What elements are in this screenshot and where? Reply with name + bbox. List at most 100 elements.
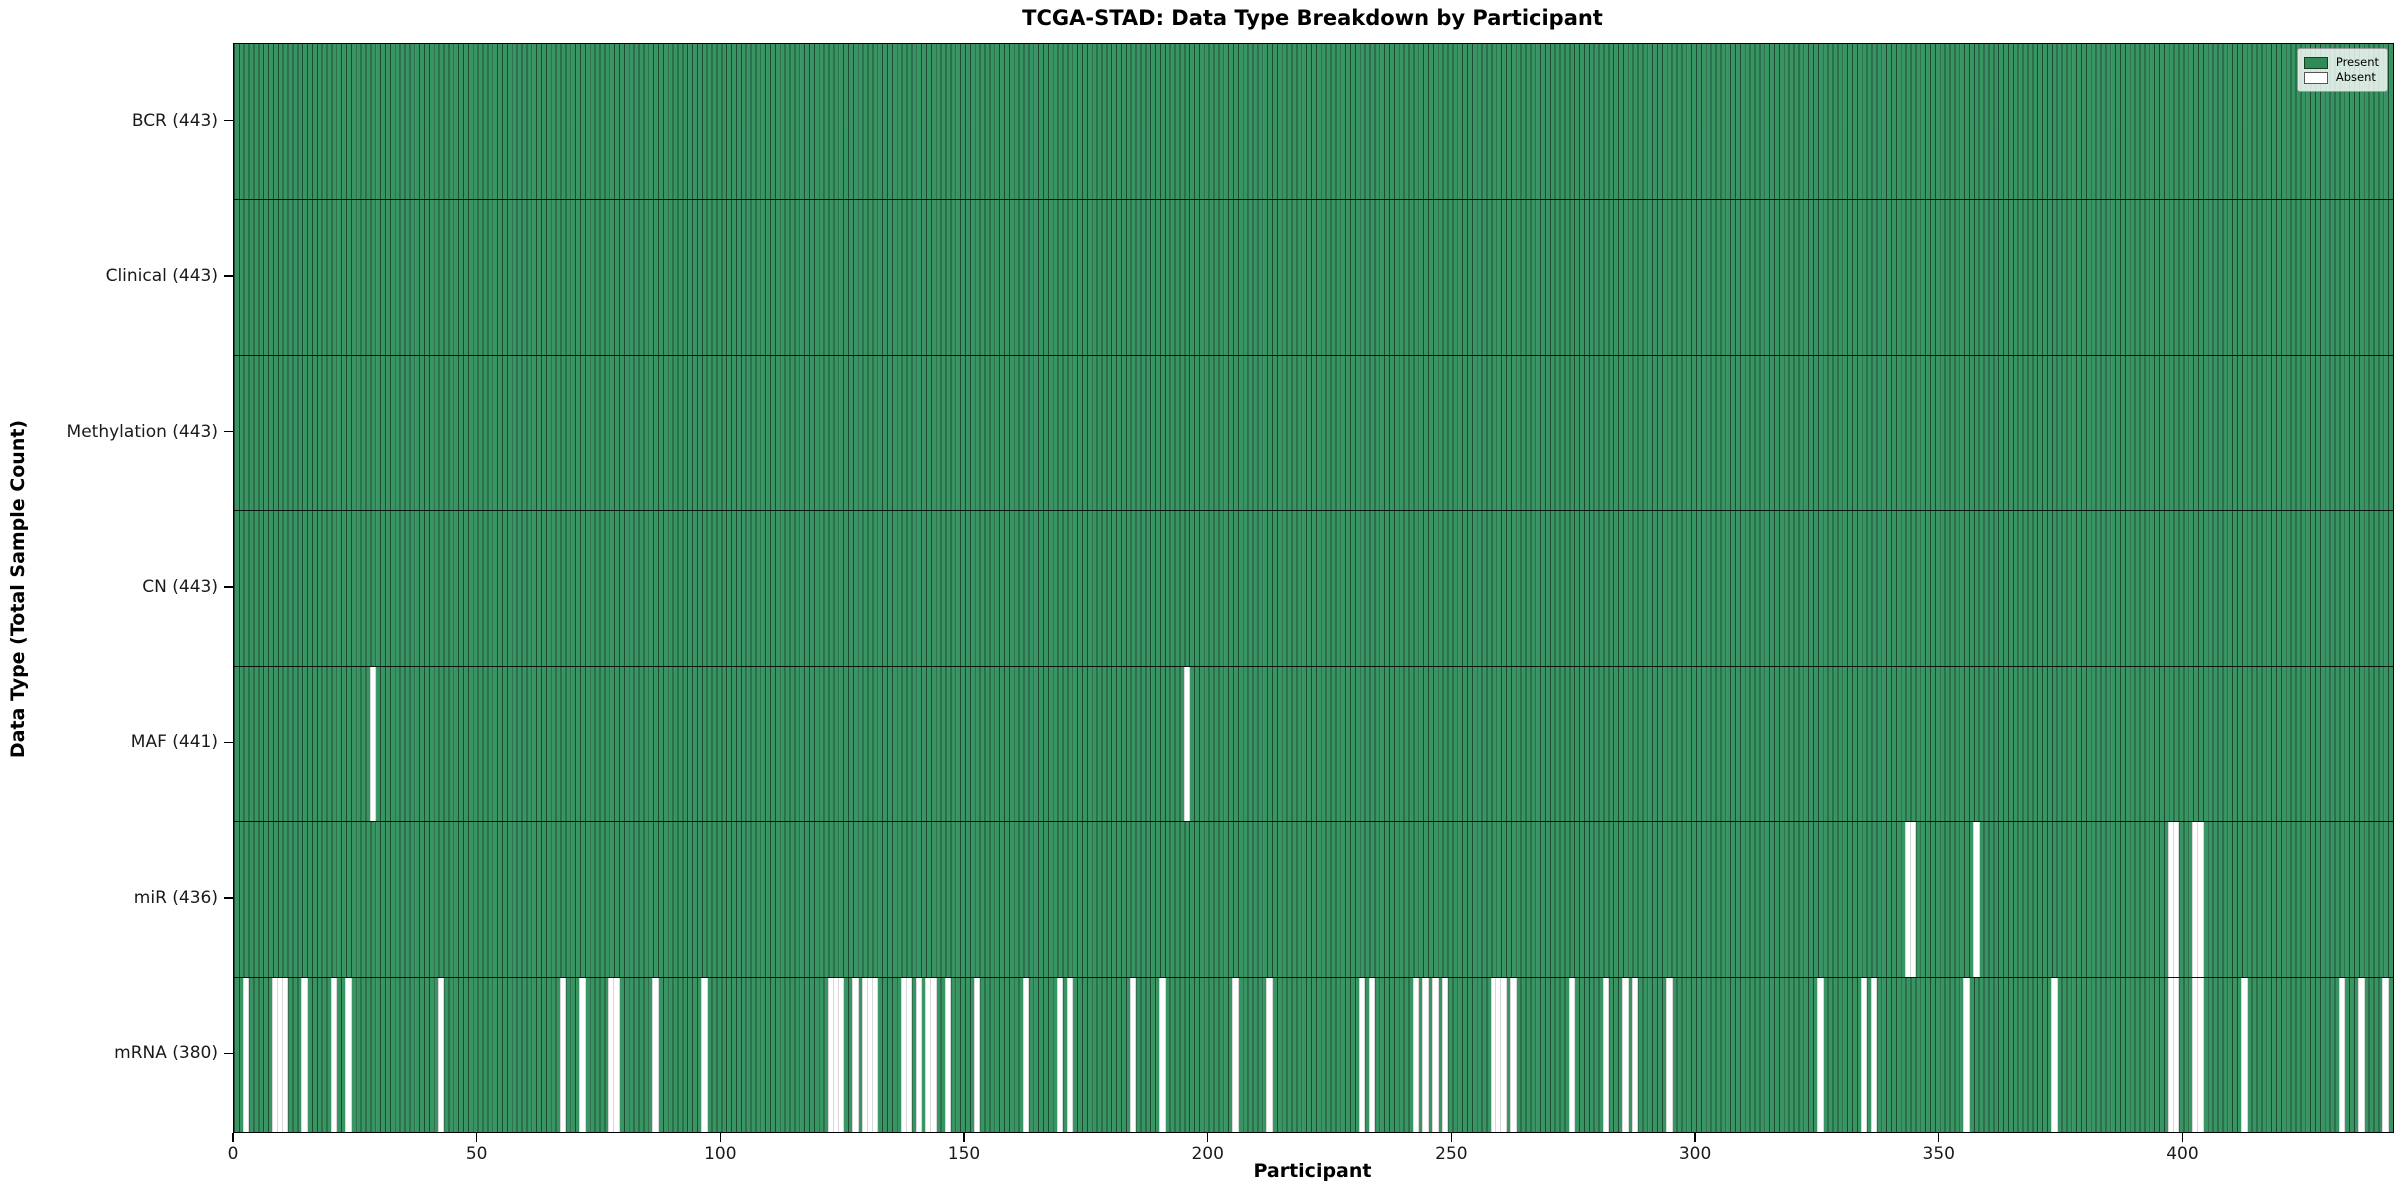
row-mir — [234, 821, 2393, 977]
x-tick-label-200: 200 — [1191, 1144, 1224, 1164]
absent-bar — [1909, 822, 1917, 977]
absent-bar — [2197, 977, 2204, 1132]
absent-bar — [1963, 977, 1970, 1132]
absent-bar — [1860, 977, 1868, 1132]
absent-bar — [1368, 977, 1376, 1132]
absent-bar — [1022, 977, 1030, 1132]
x-tick-label-150: 150 — [947, 1144, 981, 1164]
y-tick-mark — [224, 275, 233, 277]
x-tick-mark — [1450, 1132, 1453, 1142]
row-bcr — [234, 44, 2393, 200]
absent-bar — [2172, 977, 2180, 1132]
absent-bar — [277, 977, 284, 1132]
x-tick-label-400: 400 — [2166, 1144, 2199, 1164]
absent-bar — [1412, 977, 1420, 1132]
absent-bar — [1183, 666, 1191, 822]
absent-bar — [861, 977, 869, 1132]
absent-bar — [2197, 822, 2204, 977]
absent-bar — [1631, 977, 1639, 1132]
row-clinical — [234, 199, 2393, 355]
x-tick-mark — [1207, 1132, 1209, 1142]
absent-bar — [301, 977, 308, 1132]
x-tick-label-0: 0 — [227, 1144, 239, 1164]
x-axis-label: Participant — [1253, 1160, 1372, 1182]
y-tick-mark — [224, 741, 233, 744]
absent-bar — [2168, 977, 2175, 1132]
row-maf — [234, 665, 2393, 822]
absent-bar — [2172, 822, 2180, 977]
x-tick-mark — [475, 1132, 478, 1142]
absent-bar — [973, 977, 981, 1132]
x-tick-label-350: 350 — [1922, 1144, 1955, 1164]
y-tick-label-methylation: Methylation (443) — [66, 421, 218, 442]
y-tick-label-cn: CN (443) — [142, 577, 218, 597]
x-tick-mark — [2181, 1132, 2184, 1142]
absent-bar — [281, 977, 289, 1132]
absent-bar — [2382, 977, 2389, 1132]
absent-bar — [1568, 977, 1576, 1132]
absent-bar — [1870, 977, 1878, 1132]
y-tick-mark — [224, 1052, 233, 1054]
x-tick-label-50: 50 — [465, 1144, 488, 1164]
y-tick-mark — [224, 120, 233, 122]
absent-bar — [1490, 977, 1498, 1132]
absent-bar — [272, 977, 279, 1132]
x-tick-label-250: 250 — [1435, 1144, 1468, 1164]
absent-bar — [1159, 977, 1166, 1132]
absent-swatch-icon — [2303, 71, 2328, 84]
legend-absent-label: Absent — [2335, 70, 2376, 84]
absent-bar — [1622, 977, 1629, 1132]
row-methylation — [234, 354, 2393, 511]
absent-bar — [827, 977, 835, 1132]
absent-bar — [852, 977, 859, 1132]
absent-bar — [2241, 977, 2248, 1132]
absent-bar — [1973, 822, 1980, 977]
absent-bar — [559, 977, 567, 1132]
absent-bar — [242, 977, 250, 1132]
row-cn — [234, 510, 2393, 666]
absent-bar — [900, 977, 908, 1132]
absent-bar — [1066, 977, 1074, 1132]
absent-bar — [437, 977, 445, 1132]
absent-bar — [2192, 977, 2199, 1132]
x-tick-label-300: 300 — [1678, 1144, 1712, 1164]
row-mrna — [234, 976, 2393, 1132]
absent-bar — [866, 977, 874, 1132]
x-tick-mark — [232, 1132, 234, 1142]
absent-bar — [915, 977, 922, 1132]
absent-bar — [905, 977, 913, 1132]
absent-bar — [2338, 977, 2346, 1132]
legend-item-absent: Absent — [2303, 70, 2379, 84]
legend: Present Absent — [2296, 48, 2388, 92]
legend-item-present: Present — [2303, 55, 2379, 69]
absent-bar — [1056, 977, 1064, 1132]
y-tick-label-bcr: BCR (443) — [131, 110, 218, 131]
legend-present-label: Present — [2335, 55, 2379, 69]
absent-bar — [1441, 977, 1449, 1132]
y-tick-mark — [224, 586, 233, 588]
y-tick-label-mir: miR (436) — [133, 887, 218, 908]
x-tick-mark — [1694, 1132, 1696, 1142]
absent-bar — [579, 977, 586, 1132]
absent-bar — [608, 977, 615, 1132]
absent-bar — [1358, 977, 1366, 1132]
absent-bar — [1432, 977, 1439, 1132]
x-tick-label-100: 100 — [704, 1144, 737, 1164]
absent-bar — [1904, 822, 1912, 977]
plot-area: Present Absent — [233, 43, 2394, 1133]
absent-bar — [944, 977, 952, 1132]
chart-title: TCGA-STAD: Data Type Breakdown by Partic… — [1022, 6, 1603, 30]
y-tick-mark — [224, 430, 233, 433]
absent-bar — [1422, 977, 1429, 1132]
absent-bar — [930, 977, 937, 1132]
y-tick-label-clinical: Clinical (443) — [105, 266, 218, 287]
absent-bar — [1266, 977, 1273, 1132]
absent-bar — [1232, 977, 1239, 1132]
absent-bar — [345, 977, 352, 1132]
absent-bar — [1666, 977, 1673, 1132]
y-tick-label-mrna: mRNA (380) — [114, 1043, 218, 1064]
absent-bar — [330, 977, 338, 1132]
absent-bar — [369, 666, 377, 822]
y-tick-mark — [224, 897, 233, 899]
